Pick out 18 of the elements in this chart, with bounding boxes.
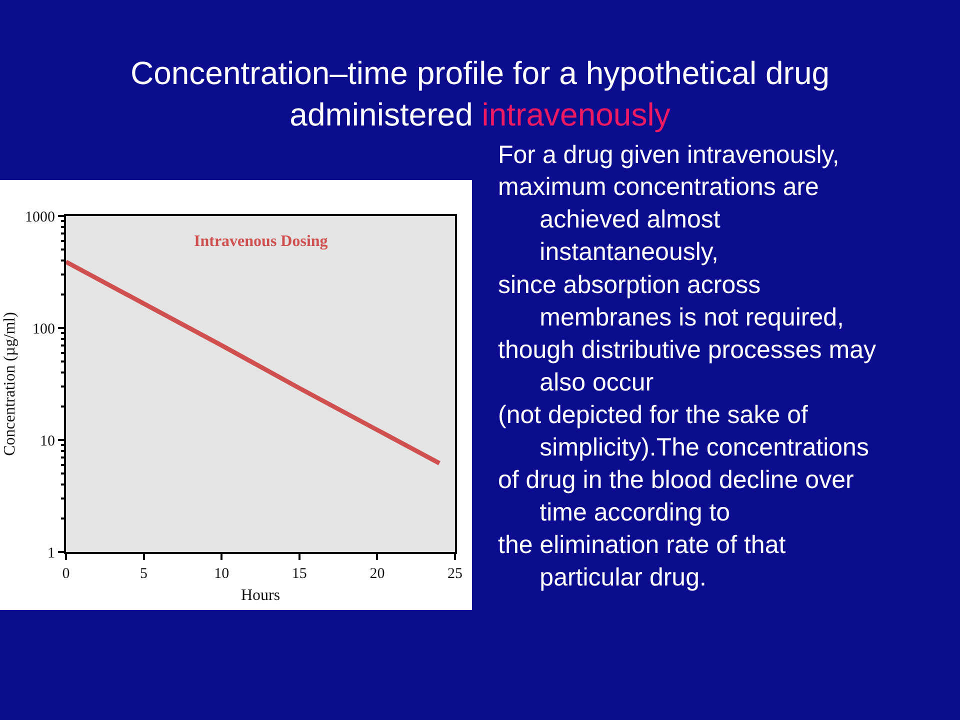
x-tick-label: 0 — [62, 566, 70, 582]
y-tick-label: 100 — [32, 321, 55, 338]
x-tick-label: 25 — [448, 566, 462, 582]
text: the elimination rate of that particular drug. — [498, 531, 786, 592]
chart-title: Concentration–time profile for a hypothetical drug administered intravenously — [130, 55, 830, 133]
y-tick-label: 1 — [48, 545, 55, 562]
y-tick-label: 10 — [40, 433, 55, 450]
x-tick-label: 15 — [292, 566, 307, 582]
text: Intravenous Dosing — [194, 233, 328, 250]
x-tick-label: 10 — [214, 566, 230, 582]
text: For a drug given intravenously, — [498, 141, 840, 169]
line-series — [66, 260, 442, 466]
x-axis-title: Hours — [240, 587, 280, 604]
y-tick-label: 1000 — [25, 209, 55, 226]
y-axis-title: Concentration (µg/ml) — [1, 312, 18, 456]
text: though distributive processes may also occur — [498, 336, 876, 396]
x-tick-label: 5 — [140, 566, 148, 582]
x-tick-label: 20 — [370, 566, 385, 582]
